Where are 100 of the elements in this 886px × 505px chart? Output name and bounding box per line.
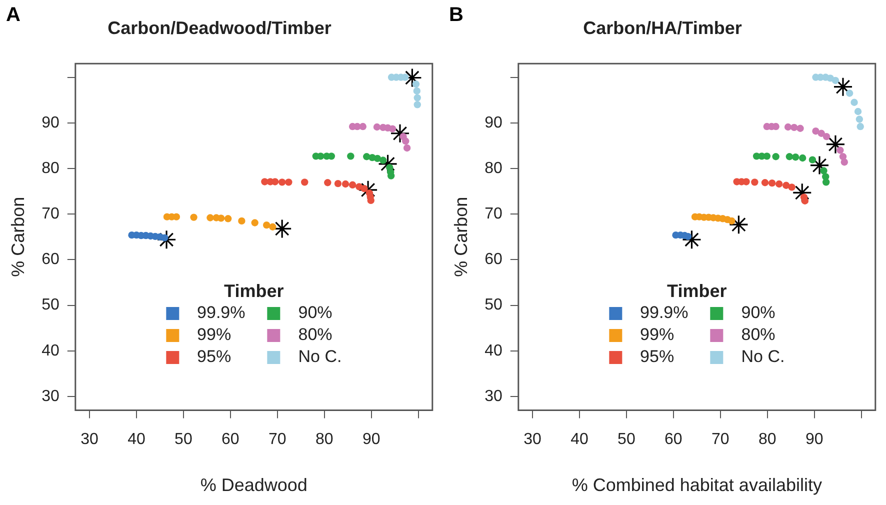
point: [402, 138, 410, 145]
point: [285, 178, 292, 186]
point: [334, 180, 342, 188]
y-tick-label: 90: [42, 114, 60, 132]
point: [358, 180, 378, 200]
point: [790, 124, 798, 132]
point: [782, 182, 790, 189]
y-axis-title: % Carbon: [450, 196, 471, 277]
point: [728, 217, 736, 225]
legend-label: 99%: [640, 324, 674, 346]
point: [840, 158, 848, 166]
x-tick-label: 50: [174, 431, 192, 448]
x-tick-label: 60: [664, 431, 682, 448]
y-tick-label: 70: [42, 206, 60, 223]
legend-label: No C.: [741, 346, 785, 368]
x-tick-label: 80: [758, 431, 776, 448]
y-tick-label: 60: [484, 251, 502, 268]
y-tick-label: 40: [42, 342, 60, 360]
point: [269, 223, 276, 230]
point: [761, 179, 769, 186]
point: [413, 87, 420, 95]
point: [792, 182, 812, 202]
point: [156, 230, 176, 250]
point: [403, 144, 411, 152]
point: [317, 152, 324, 160]
x-tick-label: 90: [362, 431, 380, 448]
point: [854, 108, 862, 116]
point: [792, 153, 800, 161]
legend-label: No C.: [298, 346, 342, 368]
point: [796, 124, 804, 132]
point: [728, 214, 749, 234]
point: [763, 152, 770, 160]
point: [190, 214, 198, 221]
x-tick-label: 40: [570, 431, 588, 448]
text: B: [449, 4, 464, 27]
x-tick-label: 50: [618, 431, 636, 448]
legend-label: 80%: [298, 324, 332, 346]
point: [808, 156, 816, 164]
point: [224, 215, 232, 222]
x-tick-label: 90: [805, 431, 824, 448]
x-tick-label: 70: [268, 431, 286, 448]
y-tick-label: 80: [484, 160, 502, 177]
y-tick-label: 50: [484, 296, 502, 314]
point: [238, 217, 246, 225]
point: [832, 76, 840, 84]
point: [161, 234, 168, 242]
x-axis-title: % Deadwood: [200, 475, 308, 496]
x-tick-label: 30: [524, 431, 542, 448]
y-tick-label: 80: [42, 160, 60, 177]
point: [414, 101, 421, 108]
point: [801, 197, 809, 204]
point: [301, 178, 308, 186]
y-tick-label: 40: [484, 342, 502, 360]
point: [379, 156, 387, 164]
point: [786, 153, 794, 160]
chart-title: Carbon/Deadwood/Timber: [108, 18, 332, 38]
point: [836, 146, 844, 154]
point: [788, 184, 796, 191]
point: [359, 122, 366, 130]
legend-label: 90%: [741, 302, 776, 324]
point: [772, 153, 780, 160]
point: [682, 230, 702, 250]
point: [390, 124, 410, 144]
point: [798, 154, 806, 162]
point: [784, 123, 792, 131]
point: [856, 116, 864, 123]
y-tick-label: 60: [42, 251, 60, 268]
legend-label: 95%: [640, 346, 674, 368]
point: [342, 180, 350, 188]
point: [348, 181, 356, 189]
y-axis-title: % Carbon: [8, 196, 28, 277]
x-tick-label: 60: [222, 431, 240, 448]
chart-title: Carbon/HA/Timber: [583, 18, 742, 38]
point: [812, 127, 820, 135]
legend-label: 99%: [197, 324, 232, 346]
legend-label: 99.9%: [197, 302, 246, 324]
legend-label: 80%: [741, 324, 776, 346]
legend-label: 90%: [298, 302, 332, 324]
point: [776, 180, 783, 188]
legend-label: 99.9%: [640, 302, 688, 324]
point: [412, 80, 420, 88]
point: [414, 94, 421, 102]
point: [251, 219, 258, 226]
x-tick-label: 40: [128, 431, 146, 448]
legend-title: Timber: [666, 281, 728, 302]
y-tick-label: 30: [484, 388, 502, 405]
point: [820, 167, 828, 174]
x-tick-label: 80: [315, 431, 334, 448]
point: [810, 156, 830, 176]
point: [217, 214, 225, 222]
point: [822, 132, 830, 140]
x-tick-label: 30: [80, 431, 98, 448]
point: [324, 179, 332, 186]
y-tick-label: 70: [484, 206, 502, 223]
point: [826, 134, 846, 154]
point: [374, 154, 382, 162]
y-tick-label: 50: [42, 296, 60, 314]
point: [818, 130, 825, 137]
point: [768, 179, 776, 187]
text: A: [6, 4, 20, 27]
